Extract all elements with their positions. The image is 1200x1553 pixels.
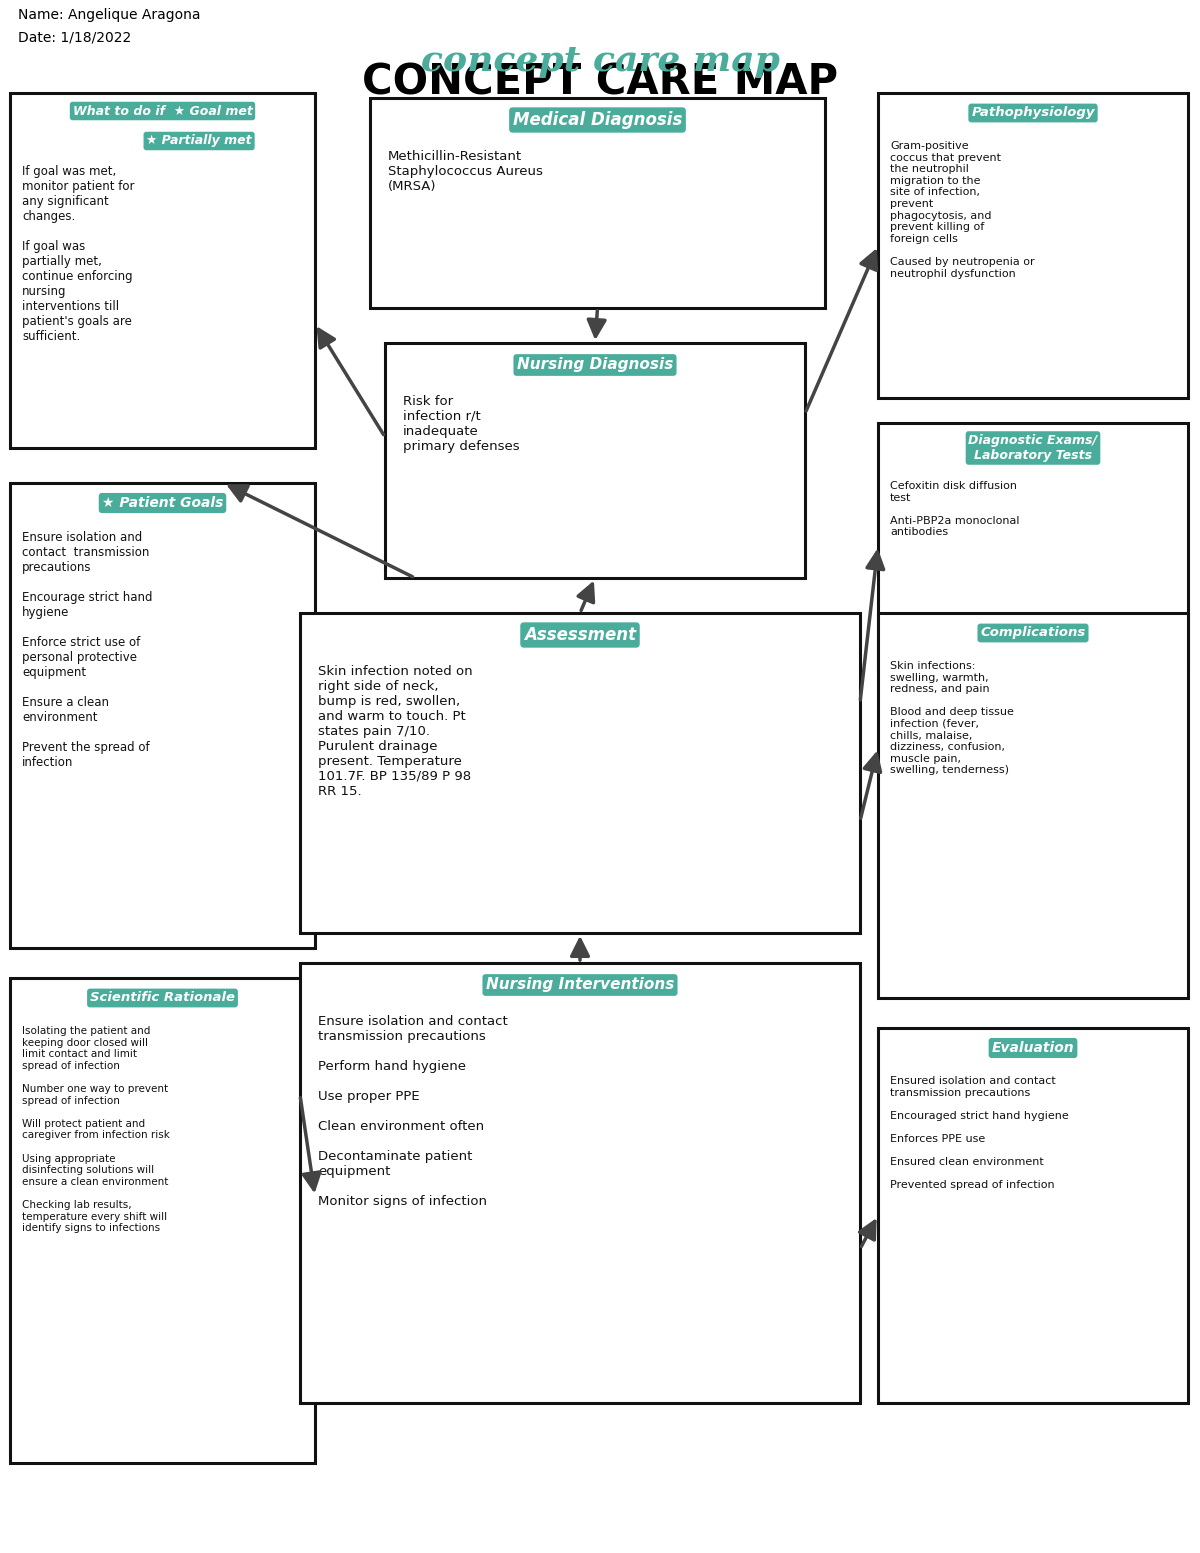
Text: If goal was met,
monitor patient for
any significant
changes.

If goal was
parti: If goal was met, monitor patient for any… (22, 165, 134, 343)
Text: Cefoxitin disk diffusion
test

Anti-PBP2a monoclonal
antibodies: Cefoxitin disk diffusion test Anti-PBP2a… (890, 481, 1020, 537)
FancyBboxPatch shape (370, 98, 826, 307)
Text: ★ Patient Goals: ★ Patient Goals (102, 495, 223, 509)
Text: What to do if  ★ Goal met: What to do if ★ Goal met (72, 104, 252, 118)
Text: CONCEPT CARE MAP: CONCEPT CARE MAP (362, 62, 838, 104)
FancyBboxPatch shape (878, 613, 1188, 999)
Text: Skin infection noted on
right side of neck,
bump is red, swollen,
and warm to to: Skin infection noted on right side of ne… (318, 665, 473, 798)
Text: Gram-positive
coccus that prevent
the neutrophil
migration to the
site of infect: Gram-positive coccus that prevent the ne… (890, 141, 1034, 278)
FancyBboxPatch shape (10, 978, 314, 1463)
Text: Skin infections:
swelling, warmth,
redness, and pain

Blood and deep tissue
infe: Skin infections: swelling, warmth, redne… (890, 662, 1014, 775)
Text: ★ Partially met: ★ Partially met (146, 135, 252, 148)
FancyBboxPatch shape (300, 963, 860, 1402)
Text: Ensure isolation and
contact  transmission
precautions

Encourage strict hand
hy: Ensure isolation and contact transmissio… (22, 531, 152, 769)
Text: Assessment: Assessment (524, 626, 636, 644)
Text: concept care map: concept care map (420, 43, 780, 78)
Text: Medical Diagnosis: Medical Diagnosis (512, 110, 682, 129)
Text: Ensure isolation and contact
transmission precautions

Perform hand hygiene

Use: Ensure isolation and contact transmissio… (318, 1016, 508, 1208)
Text: Evaluation: Evaluation (991, 1041, 1074, 1054)
Text: Date: 1/18/2022: Date: 1/18/2022 (18, 31, 131, 45)
Text: Name: Angelique Aragona: Name: Angelique Aragona (18, 8, 200, 22)
Text: Risk for
infection r/t
inadequate
primary defenses: Risk for infection r/t inadequate primar… (403, 394, 520, 453)
Text: Pathophysiology: Pathophysiology (971, 107, 1094, 120)
FancyBboxPatch shape (385, 343, 805, 578)
FancyBboxPatch shape (878, 1028, 1188, 1402)
FancyBboxPatch shape (878, 422, 1188, 668)
Text: Nursing Diagnosis: Nursing Diagnosis (517, 357, 673, 373)
Text: Diagnostic Exams/
Laboratory Tests: Diagnostic Exams/ Laboratory Tests (968, 433, 1098, 461)
FancyBboxPatch shape (878, 93, 1188, 398)
Text: Nursing Interventions: Nursing Interventions (486, 977, 674, 992)
Text: Scientific Rationale: Scientific Rationale (90, 991, 235, 1005)
FancyBboxPatch shape (10, 483, 314, 947)
Text: Isolating the patient and
keeping door closed will
limit contact and limit
sprea: Isolating the patient and keeping door c… (22, 1027, 170, 1233)
Text: Complications: Complications (980, 626, 1086, 640)
FancyBboxPatch shape (10, 93, 314, 447)
Text: Ensured isolation and contact
transmission precautions

Encouraged strict hand h: Ensured isolation and contact transmissi… (890, 1076, 1069, 1191)
Text: Methicillin-Resistant
Staphylococcus Aureus
(MRSA): Methicillin-Resistant Staphylococcus Aur… (388, 151, 542, 193)
FancyBboxPatch shape (300, 613, 860, 933)
